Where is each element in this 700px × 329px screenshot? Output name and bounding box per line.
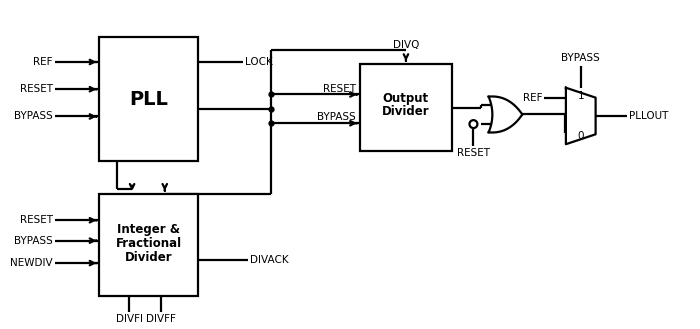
Text: 1: 1 [578, 91, 584, 101]
Text: BYPASS: BYPASS [14, 112, 52, 121]
Text: BYPASS: BYPASS [561, 53, 600, 63]
Text: LOCK: LOCK [245, 57, 273, 67]
Text: NEWDIV: NEWDIV [10, 258, 52, 268]
Text: REF: REF [523, 93, 542, 103]
Text: DIVQ: DIVQ [393, 40, 419, 50]
Bar [360, 64, 452, 151]
Text: RESET: RESET [323, 84, 356, 93]
Text: DIVACK: DIVACK [250, 255, 288, 265]
Polygon shape [489, 96, 522, 133]
Bar [99, 37, 198, 161]
Polygon shape [566, 88, 596, 144]
Text: Output: Output [383, 92, 429, 105]
Text: Divider: Divider [125, 251, 173, 264]
Text: PLL: PLL [130, 89, 169, 109]
Text: PLLOUT: PLLOUT [629, 111, 668, 121]
Text: BYPASS: BYPASS [14, 236, 52, 246]
Text: RESET: RESET [20, 215, 52, 225]
Text: Integer &: Integer & [118, 223, 181, 236]
Circle shape [470, 120, 477, 128]
Text: 0: 0 [578, 131, 584, 141]
Text: RESET: RESET [457, 148, 490, 158]
Text: DIVFF: DIVFF [146, 314, 176, 323]
Text: Divider: Divider [382, 105, 430, 118]
Text: RESET: RESET [20, 84, 52, 94]
Text: DIVFI: DIVFI [116, 314, 143, 323]
Text: BYPASS: BYPASS [317, 112, 356, 122]
Bar [99, 194, 198, 296]
Text: REF: REF [34, 57, 52, 67]
Text: Fractional: Fractional [116, 237, 182, 250]
